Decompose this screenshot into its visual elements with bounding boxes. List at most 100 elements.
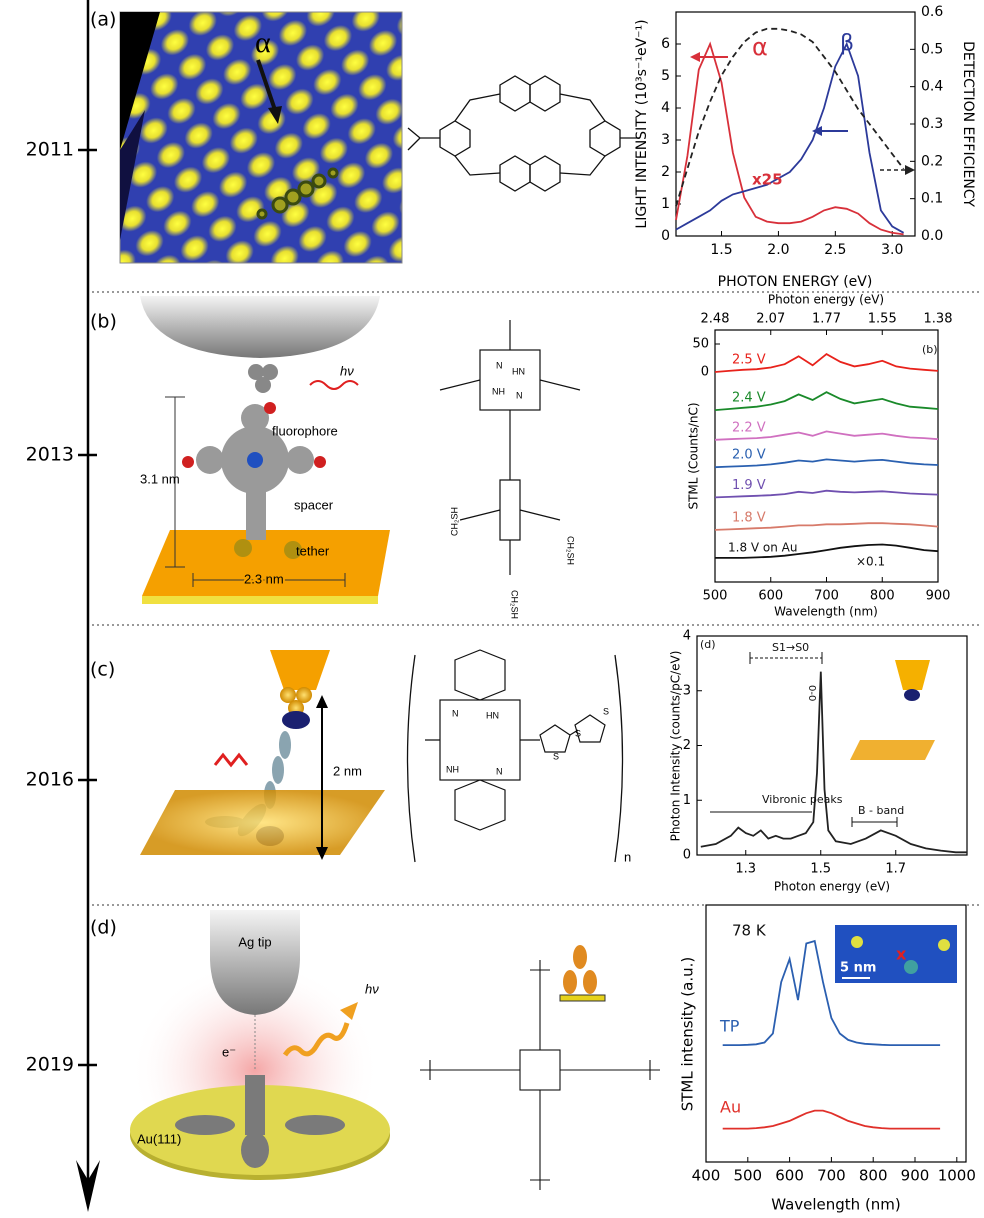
width-label: 2.3 nm — [244, 571, 284, 586]
y2-tick-label: 0.4 — [921, 79, 943, 95]
x-tick-label: 2.5 — [824, 242, 846, 258]
series-label: 1.9 V — [732, 478, 766, 493]
x-tick-label: 1.5 — [710, 242, 732, 258]
x-tick-label: 900 — [901, 1167, 930, 1185]
x-tick-label: 600 — [775, 1167, 804, 1185]
annotation: 78 K — [732, 922, 767, 940]
atom: N — [452, 708, 459, 718]
page: {"timeline": {"years": ["2011", "2013", … — [0, 0, 984, 1218]
series-label: Au — [720, 1098, 741, 1117]
x-tick-label: 1.3 — [735, 862, 756, 877]
atom: N — [516, 390, 523, 400]
y-axis-label: Photon Intensity (counts/pC/eV) — [669, 651, 683, 842]
distance-label: 2 nm — [333, 763, 362, 778]
atom: HN — [486, 710, 499, 720]
y-tick-label: 4 — [683, 629, 691, 644]
series-label: 1.8 V — [732, 510, 766, 525]
annotation: ×0.1 — [856, 555, 885, 569]
panel-label: (a) — [90, 9, 116, 31]
y-tick-label: 2 — [683, 738, 691, 753]
x-tick-label: 500 — [733, 1167, 762, 1185]
atom: NH — [492, 386, 505, 396]
panel-c-art: 2 nm N HN NH N S S S n — [140, 650, 631, 864]
series-label: α — [752, 33, 768, 61]
atom: S — [553, 751, 559, 761]
x-tick-label: 700 — [817, 1167, 846, 1185]
annotation: S1→S0 — [772, 641, 809, 654]
y-axis-label: STML intensity (a.u.) — [679, 957, 697, 1112]
year-label: 2011 — [26, 139, 74, 161]
y2-tick-label: 0.5 — [921, 41, 943, 57]
atom: CH₂SH — [510, 590, 520, 619]
year-label: 2016 — [26, 769, 74, 791]
alpha-label: α — [255, 26, 271, 59]
spacer-label: spacer — [294, 497, 334, 512]
annotation: B - band — [858, 804, 904, 817]
hv-label: hν — [365, 981, 379, 996]
x2-axis-label: Photon energy (eV) — [768, 293, 884, 307]
year-label: 2019 — [26, 1054, 74, 1076]
annotation: x — [896, 945, 907, 964]
height-label: 3.1 nm — [140, 471, 180, 486]
panel-label: (d) — [90, 917, 117, 939]
x-axis-label: Photon energy (eV) — [774, 880, 890, 894]
y-tick-label: 5 — [661, 68, 670, 84]
series-label: 2.2 V — [732, 420, 766, 435]
panel-label: (b) — [90, 311, 117, 333]
hv-label: hν — [340, 363, 354, 378]
x-tick-label: 1.5 — [810, 862, 831, 877]
x-tick-label: 2.0 — [767, 242, 789, 258]
y-tick-label: 1 — [661, 196, 670, 212]
x-tick-label: 800 — [870, 589, 895, 604]
electron-label: e⁻ — [222, 1044, 236, 1059]
chart: 5006007008009002.482.071.771.551.38050Wa… — [687, 293, 953, 619]
x-tick-label: 3.0 — [881, 242, 903, 258]
surface-label: Au(111) — [137, 1131, 181, 1146]
y-tick-label: 4 — [661, 100, 670, 116]
tip-label: Ag tip — [238, 934, 271, 949]
panel-label: (c) — [90, 659, 115, 681]
x-tick-label: 800 — [859, 1167, 888, 1185]
tether-label: tether — [296, 543, 330, 558]
y-tick-label: 2 — [661, 164, 670, 180]
panel-d-art: Ag tip e⁻ hν Au(111) — [130, 910, 660, 1190]
annotation: 1.8 V on Au — [728, 541, 798, 555]
year-label: 2013 — [26, 444, 74, 466]
annotation: 5 nm — [840, 961, 876, 976]
x2-tick-label: 1.55 — [868, 312, 897, 327]
y-tick-label: 1 — [683, 793, 691, 808]
annotation: 0-0 — [806, 685, 817, 701]
annotation: (d) — [700, 638, 716, 651]
x2-tick-label: 2.48 — [701, 312, 730, 327]
atom: HN — [512, 366, 525, 376]
y-axis-label: LIGHT INTENSITY (10³s⁻¹eV⁻¹) — [634, 19, 650, 228]
series-label: 2.5 V — [732, 353, 766, 368]
x-axis-label: Wavelength (nm) — [774, 605, 878, 619]
y2-tick-label: 0.3 — [921, 116, 943, 132]
y-axis-label: STML (Counts/nC) — [687, 402, 701, 509]
y2-tick-label: 0.2 — [921, 153, 943, 169]
charts: 1.52.02.53.001234560.00.10.20.30.40.50.6… — [634, 4, 976, 1214]
x-tick-label: 1000 — [938, 1167, 976, 1185]
repeat-label: n — [624, 849, 631, 864]
x2-tick-label: 1.77 — [812, 312, 841, 327]
y2-tick-label: 0.1 — [921, 191, 943, 207]
x-tick-label: 1.7 — [885, 862, 906, 877]
years: 2011 2013 2016 2019 — [26, 139, 97, 1076]
series-line — [701, 672, 967, 853]
figure: 2011201320162019 α hν fluorophore spacer… — [0, 0, 984, 1218]
series-line — [676, 44, 904, 233]
y2-tick-label: 0.0 — [921, 228, 943, 244]
y-tick-label: 3 — [661, 132, 670, 148]
x2-tick-label: 1.38 — [924, 312, 953, 327]
y-tick-label: 0 — [661, 228, 670, 244]
series-line — [676, 44, 904, 234]
atom: CH₂SH — [449, 507, 459, 536]
y-tick-label: 0 — [683, 848, 691, 863]
series-line — [723, 1111, 940, 1129]
fluorophore-label: fluorophore — [272, 423, 338, 438]
y-tick-label: 6 — [661, 36, 670, 52]
atom: N — [496, 360, 503, 370]
atom: NH — [446, 764, 459, 774]
